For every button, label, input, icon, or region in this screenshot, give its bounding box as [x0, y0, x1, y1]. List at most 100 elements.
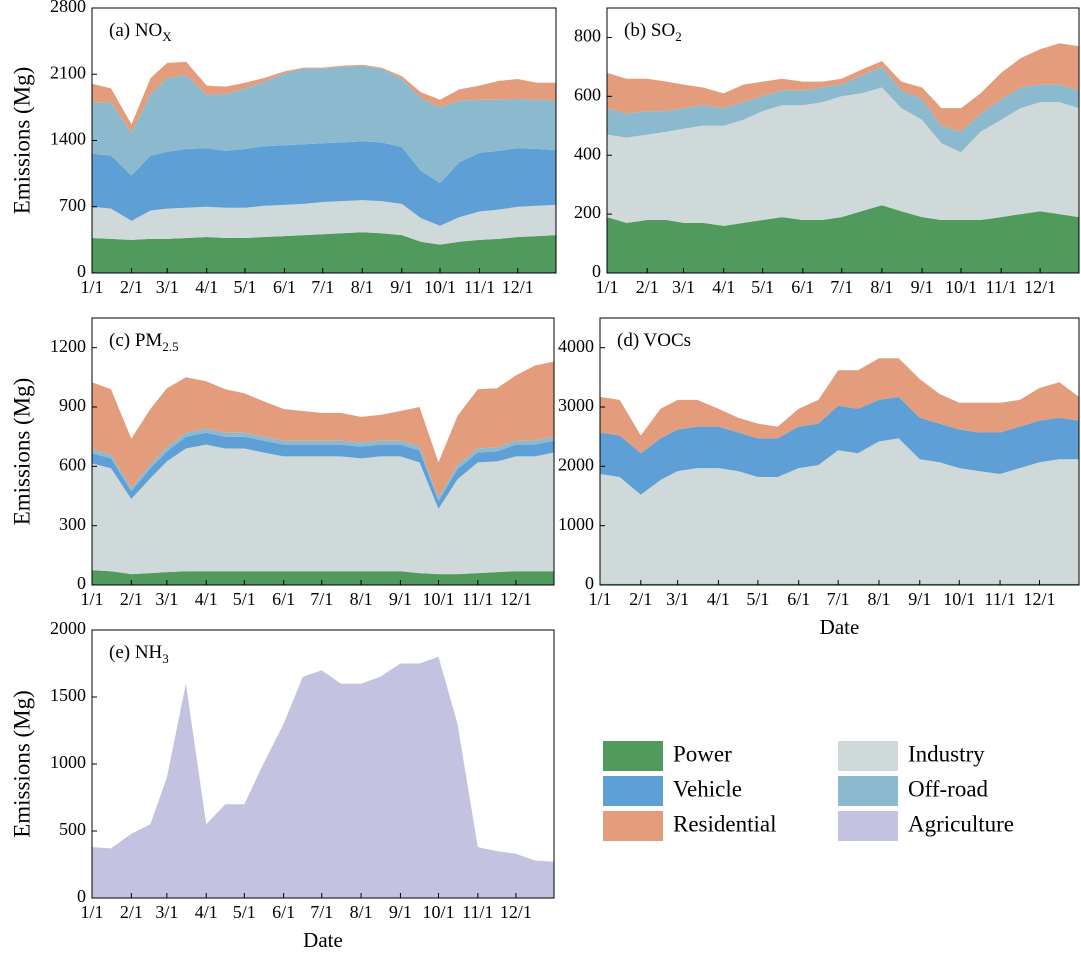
- panel-title-subscript: X: [162, 29, 172, 44]
- x-tick-label: 11/1: [464, 277, 495, 297]
- y-tick-label: 1200: [50, 336, 86, 356]
- panel-title-subscript: 3: [162, 651, 169, 666]
- y-axis-label: Emissions (Mg): [9, 690, 34, 838]
- legend-label: Agriculture: [908, 811, 1014, 836]
- area: [607, 66, 1079, 153]
- x-tick-label: 11/1: [462, 589, 493, 609]
- x-tick-label: 12/1: [1024, 277, 1056, 297]
- area: [92, 141, 556, 226]
- x-tick-label: 6/1: [791, 277, 814, 297]
- y-axis-label: Emissions (Mg): [9, 67, 34, 215]
- x-tick-label: 7/1: [827, 589, 850, 609]
- x-tick-label: 9/1: [911, 277, 934, 297]
- y-tick-label: 600: [574, 84, 601, 104]
- area: [92, 428, 554, 501]
- y-tick-label: 400: [574, 143, 601, 163]
- y-tick-label: 1000: [558, 514, 594, 534]
- y-tick-label: 3000: [558, 395, 594, 415]
- x-tick-label: 7/1: [830, 277, 853, 297]
- plot-area: [92, 61, 556, 273]
- y-tick-label: 2000: [558, 454, 594, 474]
- x-axis-label: Date: [820, 615, 860, 639]
- panel-title: (a) NOX: [109, 20, 172, 44]
- panel-title-subscript: 2.5: [162, 339, 178, 354]
- x-tick-label: 2/1: [120, 277, 143, 297]
- x-tick-label: 8/1: [350, 902, 373, 922]
- area: [92, 432, 554, 509]
- x-tick-label: 3/1: [672, 277, 695, 297]
- x-tick-label: 3/1: [156, 277, 179, 297]
- x-tick-label: 1/1: [80, 902, 103, 922]
- legend-label: Off-road: [908, 776, 989, 801]
- x-tick-label: 8/1: [867, 589, 890, 609]
- area: [607, 87, 1079, 226]
- x-tick-label: 7/1: [311, 277, 334, 297]
- x-tick-label: 6/1: [272, 902, 295, 922]
- y-tick-label: 0: [592, 261, 601, 281]
- y-tick-label: 800: [574, 26, 601, 46]
- x-tick-label: 9/1: [908, 589, 931, 609]
- x-tick-label: 2/1: [636, 277, 659, 297]
- area: [92, 200, 556, 245]
- y-tick-label: 2000: [50, 618, 86, 638]
- panel-title-text: (d) VOCs: [617, 330, 691, 351]
- panel-title: (b) SO2: [624, 20, 682, 44]
- x-tick-label: 2/1: [120, 589, 143, 609]
- x-tick-label: 4/1: [712, 277, 735, 297]
- panel-title: (d) VOCs: [617, 330, 691, 351]
- x-tick-label: 10/1: [943, 589, 975, 609]
- y-tick-label: 900: [59, 395, 86, 415]
- panel-title: (c) PM2.5: [109, 330, 179, 354]
- x-tick-label: 1/1: [595, 277, 618, 297]
- y-tick-label: 2800: [50, 0, 86, 16]
- legend-label: Residential: [673, 811, 776, 836]
- y-tick-label: 0: [77, 261, 86, 281]
- x-tick-label: 5/1: [233, 589, 256, 609]
- area: [92, 656, 554, 898]
- x-tick-label: 5/1: [233, 902, 256, 922]
- legend-swatch: [838, 776, 898, 806]
- area: [600, 438, 1079, 584]
- plot-area: [92, 656, 554, 898]
- x-tick-label: 12/1: [502, 277, 534, 297]
- y-tick-label: 500: [59, 819, 86, 839]
- area: [600, 358, 1079, 454]
- panel-title-subscript: 2: [675, 29, 682, 44]
- x-tick-label: 10/1: [422, 902, 454, 922]
- plot-area: [600, 358, 1079, 585]
- area: [92, 361, 554, 498]
- legend-swatch: [603, 776, 663, 806]
- frame: [599, 317, 1080, 586]
- legend-swatch: [838, 741, 898, 771]
- legend-swatch: [838, 811, 898, 841]
- frame: [91, 317, 555, 586]
- area: [92, 444, 554, 575]
- y-axis-label: Emissions (Mg): [9, 378, 34, 526]
- area: [600, 396, 1079, 495]
- x-tick-label: 7/1: [310, 589, 333, 609]
- y-tick-label: 1500: [50, 685, 86, 705]
- x-tick-label: 11/1: [462, 902, 493, 922]
- y-tick-label: 0: [77, 573, 86, 593]
- legend-swatch: [603, 811, 663, 841]
- legend-label: Vehicle: [673, 776, 742, 801]
- x-tick-label: 1/1: [588, 589, 611, 609]
- y-tick-label: 4000: [558, 336, 594, 356]
- x-tick-label: 7/1: [310, 902, 333, 922]
- legend-label: Industry: [908, 741, 985, 766]
- x-tick-label: 4/1: [195, 277, 218, 297]
- frame: [606, 7, 1080, 274]
- plot-area: [607, 43, 1079, 273]
- y-tick-label: 1400: [50, 129, 86, 149]
- x-tick-label: 11/1: [984, 589, 1015, 609]
- x-tick-label: 4/1: [195, 589, 218, 609]
- area: [92, 65, 556, 184]
- area: [607, 43, 1079, 132]
- x-tick-label: 4/1: [195, 902, 218, 922]
- panel-title-text: (e) NH: [109, 642, 163, 663]
- y-tick-label: 0: [585, 573, 594, 593]
- x-tick-label: 8/1: [351, 277, 374, 297]
- x-tick-label: 8/1: [350, 589, 373, 609]
- x-tick-label: 8/1: [870, 277, 893, 297]
